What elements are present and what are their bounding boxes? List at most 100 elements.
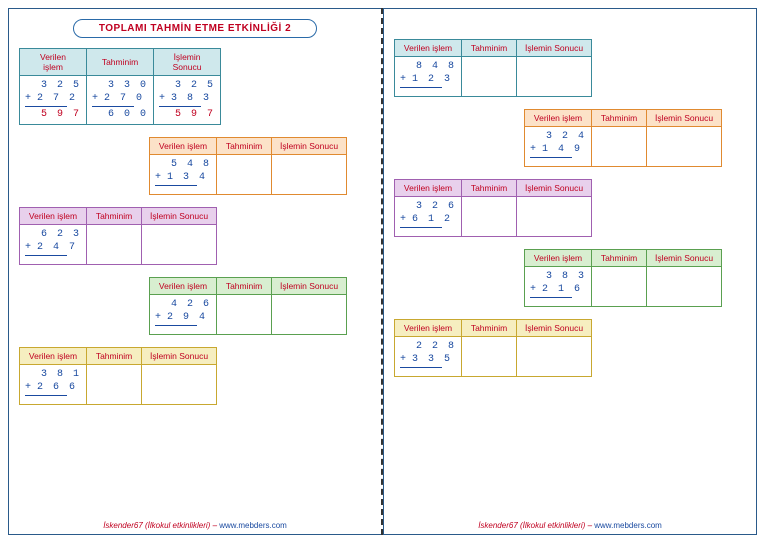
exercise-table: Verilen işlem Tahminim İşlemin Sonucu 6 … — [19, 207, 217, 265]
exercise-block: Verilen işlem Tahminim İşlemin Sonucu 4 … — [149, 277, 371, 335]
exercise-table: Verilen işlem Tahminim İşlemin Sonucu 3 … — [394, 179, 592, 237]
exercise-table: Verilen işlem Tahminim İşlemin Sonucu 3 … — [19, 347, 217, 405]
col-result: İşlemin Sonucu — [517, 40, 592, 57]
cell-estimate — [87, 225, 142, 265]
exercise-table: Verilenişlem Tahminim İşleminSonucu 3 2 … — [19, 48, 221, 125]
exercise-block: Verilen işlem Tahminim İşlemin Sonucu 3 … — [19, 347, 371, 405]
col-result: İşlemin Sonucu — [142, 348, 217, 365]
cell-given: 3 8 3 + 2 1 6 — [525, 267, 592, 307]
col-result: İşlemin Sonucu — [272, 138, 347, 155]
cell-result — [142, 365, 217, 405]
exercise-block: Verilen işlem Tahminim İşlemin Sonucu 3 … — [524, 249, 746, 307]
footer-site: www.mebders.com — [592, 521, 662, 530]
col-given: Verilenişlem — [20, 49, 87, 76]
exercise-block: Verilen işlem Tahminim İşlemin Sonucu 3 … — [394, 179, 746, 237]
operation: 2 2 8 + 3 3 5 — [400, 340, 456, 368]
col-estimate: Tahminim — [592, 110, 647, 127]
cell-result — [647, 267, 722, 307]
col-estimate: Tahminim — [592, 250, 647, 267]
col-estimate: Tahminim — [217, 138, 272, 155]
col-result: İşlemin Sonucu — [517, 320, 592, 337]
operation: 3 2 5 + 3 8 3 5 9 7 — [159, 79, 215, 121]
exercise-block: Verilen işlem Tahminim İşlemin Sonucu 5 … — [149, 137, 371, 195]
operation: 3 3 0 + 2 7 0 6 0 0 — [92, 79, 148, 121]
col-given: Verilen işlem — [525, 250, 592, 267]
exercise-table: Verilen işlem Tahminim İşlemin Sonucu 4 … — [149, 277, 347, 335]
operation: 3 8 3 + 2 1 6 — [530, 270, 586, 298]
cell-estimate — [462, 57, 517, 97]
page-right: Verilen işlem Tahminim İşlemin Sonucu 8 … — [383, 8, 757, 535]
cell-estimate — [592, 267, 647, 307]
col-estimate: Tahminim — [462, 40, 517, 57]
cell-estimate — [462, 197, 517, 237]
col-estimate: Tahminim — [217, 278, 272, 295]
cell-estimate: 3 3 0 + 2 7 0 6 0 0 — [87, 76, 154, 125]
col-result: İşleminSonucu — [154, 49, 221, 76]
exercise-block: Verilenişlem Tahminim İşleminSonucu 3 2 … — [19, 48, 371, 125]
col-estimate: Tahminim — [87, 208, 142, 225]
col-estimate: Tahminim — [462, 320, 517, 337]
cell-result — [647, 127, 722, 167]
cell-given: 3 2 6 + 6 1 2 — [395, 197, 462, 237]
operation: 5 4 8 + 1 3 4 — [155, 158, 211, 186]
cell-given: 5 4 8 + 1 3 4 — [150, 155, 217, 195]
exercise-table: Verilen işlem Tahminim İşlemin Sonucu 3 … — [524, 249, 722, 307]
exercise-block: Verilen işlem Tahminim İşlemin Sonucu 2 … — [394, 319, 746, 377]
footer-credit: İskender67 (İlkokul etkinlikleri) – — [103, 521, 217, 530]
col-result: İşlemin Sonucu — [647, 250, 722, 267]
exercise-block: Verilen işlem Tahminim İşlemin Sonucu 8 … — [394, 39, 746, 97]
cell-result — [517, 57, 592, 97]
operation: 3 2 4 + 1 4 9 — [530, 130, 586, 158]
cell-result — [517, 337, 592, 377]
col-estimate: Tahminim — [87, 348, 142, 365]
col-result: İşlemin Sonucu — [647, 110, 722, 127]
footer-credit: İskender67 (İlkokul etkinlikleri) – — [478, 521, 592, 530]
col-given: Verilen işlem — [395, 320, 462, 337]
footer-right: İskender67 (İlkokul etkinlikleri) – www.… — [384, 521, 756, 530]
cell-estimate — [462, 337, 517, 377]
col-given: Verilen işlem — [150, 278, 217, 295]
exercise-table: Verilen işlem Tahminim İşlemin Sonucu 3 … — [524, 109, 722, 167]
cell-result: 3 2 5 + 3 8 3 5 9 7 — [154, 76, 221, 125]
col-estimate: Tahminim — [87, 49, 154, 76]
cell-result — [272, 155, 347, 195]
cell-result — [272, 295, 347, 335]
operation: 8 4 8 + 1 2 3 — [400, 60, 456, 88]
cell-given: 3 2 4 + 1 4 9 — [525, 127, 592, 167]
page-left: TOPLAMI TAHMİN ETME ETKİNLİĞİ 2 Verileni… — [8, 8, 381, 535]
col-given: Verilen işlem — [525, 110, 592, 127]
operation: 6 2 3 + 2 4 7 — [25, 228, 81, 256]
col-result: İşlemin Sonucu — [517, 180, 592, 197]
operation: 3 2 5 + 2 7 2 5 9 7 — [25, 79, 81, 121]
cell-given: 6 2 3 + 2 4 7 — [20, 225, 87, 265]
cell-estimate — [217, 155, 272, 195]
operation: 3 8 1 + 2 6 6 — [25, 368, 81, 396]
footer-left: İskender67 (İlkokul etkinlikleri) – www.… — [9, 521, 381, 530]
cell-result — [517, 197, 592, 237]
col-estimate: Tahminim — [462, 180, 517, 197]
cell-given: 4 2 6 + 2 9 4 — [150, 295, 217, 335]
col-given: Verilen işlem — [150, 138, 217, 155]
cell-estimate — [87, 365, 142, 405]
cell-given: 3 8 1 + 2 6 6 — [20, 365, 87, 405]
cell-given: 3 2 5 + 2 7 2 5 9 7 — [20, 76, 87, 125]
page-spread: TOPLAMI TAHMİN ETME ETKİNLİĞİ 2 Verileni… — [8, 8, 757, 535]
cell-given: 2 2 8 + 3 3 5 — [395, 337, 462, 377]
col-given: Verilen işlem — [395, 40, 462, 57]
cell-estimate — [592, 127, 647, 167]
operation: 4 2 6 + 2 9 4 — [155, 298, 211, 326]
col-result: İşlemin Sonucu — [272, 278, 347, 295]
exercise-table: Verilen işlem Tahminim İşlemin Sonucu 8 … — [394, 39, 592, 97]
footer-site: www.mebders.com — [217, 521, 287, 530]
exercise-table: Verilen işlem Tahminim İşlemin Sonucu 5 … — [149, 137, 347, 195]
col-result: İşlemin Sonucu — [142, 208, 217, 225]
exercise-block: Verilen işlem Tahminim İşlemin Sonucu 6 … — [19, 207, 371, 265]
operation: 3 2 6 + 6 1 2 — [400, 200, 456, 228]
exercise-block: Verilen işlem Tahminim İşlemin Sonucu 3 … — [524, 109, 746, 167]
exercise-table: Verilen işlem Tahminim İşlemin Sonucu 2 … — [394, 319, 592, 377]
page-title: TOPLAMI TAHMİN ETME ETKİNLİĞİ 2 — [73, 19, 317, 38]
col-given: Verilen işlem — [20, 348, 87, 365]
col-given: Verilen işlem — [20, 208, 87, 225]
col-given: Verilen işlem — [395, 180, 462, 197]
cell-given: 8 4 8 + 1 2 3 — [395, 57, 462, 97]
